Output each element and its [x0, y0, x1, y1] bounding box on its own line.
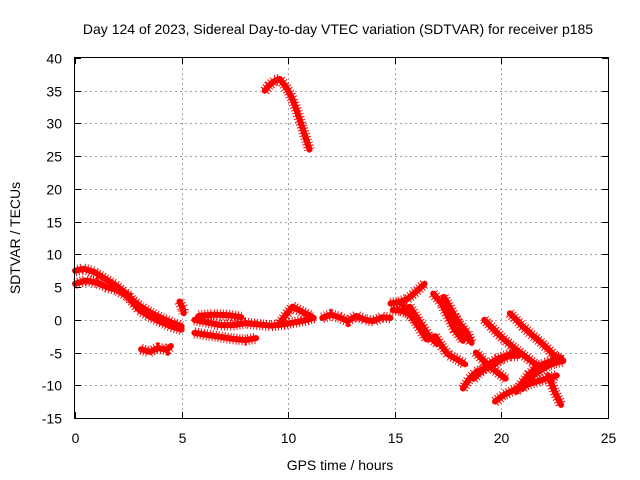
y-tick-labels: -15 -10 -5 0 5 10 15 20 25 30 35 40	[42, 51, 62, 427]
y-tick-label: 40	[46, 51, 62, 67]
series-seg-d	[176, 298, 187, 317]
series-seg-n-markers	[429, 290, 468, 345]
series-seg-l-markers	[397, 299, 432, 343]
series-seg-g-markers	[198, 309, 243, 323]
y-tick-label: 20	[46, 182, 62, 198]
x-tick-labels: 0 5 10 15 20 25	[72, 430, 617, 446]
chart-title: Day 124 of 2023, Sidereal Day-to-day VTE…	[83, 21, 593, 37]
series-seg-a-markers	[73, 263, 184, 332]
data-series	[72, 72, 567, 408]
series-seg-j	[387, 280, 428, 307]
x-tick-label: 0	[72, 430, 80, 446]
y-tick-label: 30	[46, 116, 62, 132]
x-tick-label: 20	[494, 430, 510, 446]
series-seg-y-markers	[518, 355, 565, 392]
series-seg-w-markers	[480, 315, 543, 372]
y-tick-label: -15	[42, 411, 62, 427]
series-seg-s	[470, 349, 518, 382]
y-tick-label: -10	[42, 378, 62, 394]
x-tick-label: 25	[601, 430, 617, 446]
plot-frame	[74, 57, 609, 419]
series-seg-q-markers	[449, 313, 477, 345]
y-tick-label: 25	[46, 149, 62, 165]
series-seg-h-markers	[275, 299, 315, 327]
y-tick-label: 15	[46, 215, 62, 231]
y-tick-label: -5	[50, 346, 63, 362]
x-tick-label: 10	[281, 430, 297, 446]
x-tick-label: 15	[388, 430, 404, 446]
series-seg-c-markers	[139, 341, 175, 358]
series-seg-t-markers	[471, 348, 510, 384]
x-axis-label: GPS time / hours	[287, 457, 394, 473]
series-seg-p	[432, 333, 469, 368]
y-axis-label: SDTVAR / TECUs	[7, 182, 23, 294]
y-tick-label: 35	[46, 84, 62, 100]
series-seg-b-markers	[73, 274, 184, 335]
y-tick-label: 10	[46, 247, 62, 263]
series-seg-i-markers	[320, 308, 391, 328]
y-tick-label: 0	[54, 313, 62, 329]
series-seg-e-markers	[193, 312, 316, 332]
series-seg-z-markers	[543, 373, 567, 408]
series-seg-x-markers	[505, 309, 566, 366]
y-tick-label: 5	[54, 280, 62, 296]
axis-ticks	[75, 58, 609, 419]
series-seg-peak-markers	[260, 72, 315, 152]
series-seg-f	[191, 329, 260, 344]
x-tick-label: 5	[179, 430, 187, 446]
